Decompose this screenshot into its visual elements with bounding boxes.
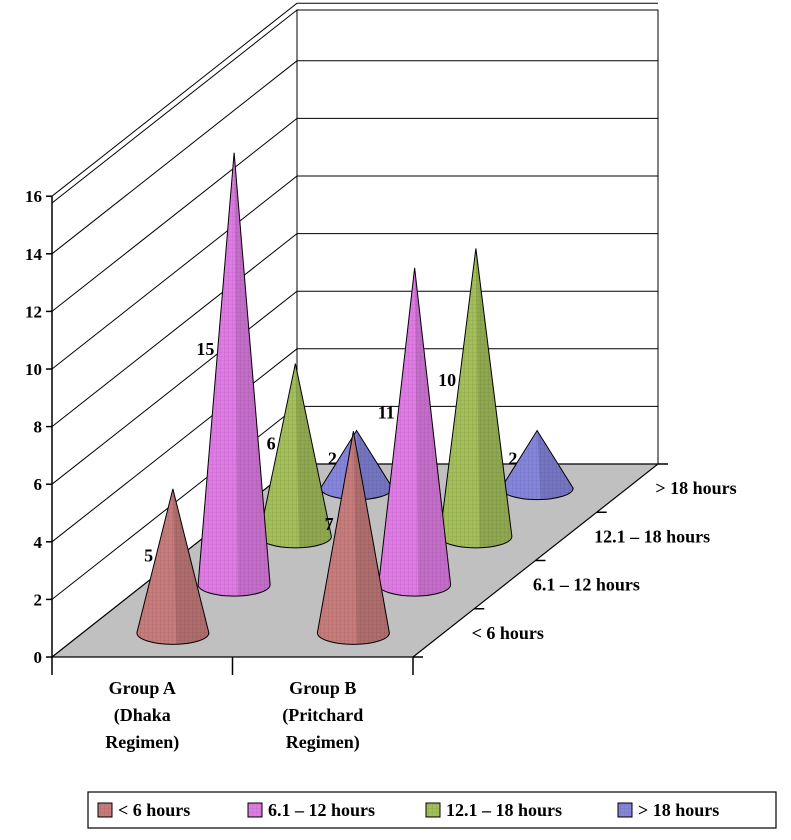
data-label: 5 [144, 546, 153, 566]
legend-entry: < 6 hours [97, 800, 190, 820]
y-tick-label: 8 [34, 418, 43, 437]
cone-mark [316, 431, 390, 645]
cone-mark [136, 488, 210, 645]
data-label: 11 [378, 402, 395, 422]
legend-label: 6.1 – 12 hours [268, 800, 375, 820]
legend: < 6 hours 6.1 – 12 hours 12.1 – 18 hours > … [87, 791, 777, 829]
y-tick-label: 16 [25, 187, 42, 206]
gridline [51, 117, 658, 312]
x-category-label: Group B [289, 678, 356, 698]
legend-entry: 12.1 – 18 hours [425, 800, 562, 820]
legend-entry: > 18 hours [617, 800, 719, 820]
depth-series-label: 6.1 – 12 hours [533, 575, 640, 595]
y-tick-label: 10 [25, 360, 42, 379]
y-tick-label: 12 [25, 302, 42, 321]
gridline [51, 233, 658, 427]
gridline [51, 60, 658, 255]
x-category-label: Group A [109, 678, 176, 698]
depth-series-label: > 18 hours [655, 478, 736, 498]
y-tick-label: 2 [34, 590, 43, 609]
chart-gridlines [51, 2, 658, 600]
legend-label: < 6 hours [118, 800, 190, 820]
gridline [51, 290, 658, 485]
x-category-label: Regimen) [286, 732, 360, 753]
data-label: 15 [196, 339, 214, 359]
chart-axes [46, 195, 668, 675]
cone-mark [197, 152, 271, 597]
gridline [51, 348, 658, 543]
cone-mark [439, 248, 513, 549]
y-tick-label: 14 [25, 245, 43, 264]
chart-cones [136, 152, 574, 645]
gridline [51, 175, 658, 370]
cone-mark [378, 267, 452, 597]
data-label: 2 [508, 448, 517, 468]
x-category-label: (Pritchard [282, 705, 363, 726]
legend-entry: 6.1 – 12 hours [247, 800, 375, 820]
data-label: 7 [325, 514, 334, 534]
x-category-label: Regimen) [105, 732, 179, 753]
legend-label: > 18 hours [638, 800, 719, 820]
y-tick-label: 6 [34, 475, 43, 494]
chart-labels: 0 2 4 6 8 10 12 14 16 Group A (Dhaka Regimen) Group … [25, 187, 737, 753]
legend-label: 12.1 – 18 hours [446, 800, 562, 820]
cone-mark [258, 363, 332, 549]
depth-series-label: < 6 hours [472, 623, 544, 643]
y-tick-label: 0 [34, 648, 43, 667]
cone-mark [500, 429, 574, 501]
y-tick-label: 4 [34, 533, 43, 552]
data-label: 6 [267, 433, 276, 453]
data-label: 2 [328, 448, 337, 468]
gridline [51, 2, 658, 197]
data-label: 10 [438, 370, 456, 390]
x-category-label: (Dhaka [114, 705, 171, 726]
depth-series-label: 12.1 – 18 hours [594, 526, 710, 546]
